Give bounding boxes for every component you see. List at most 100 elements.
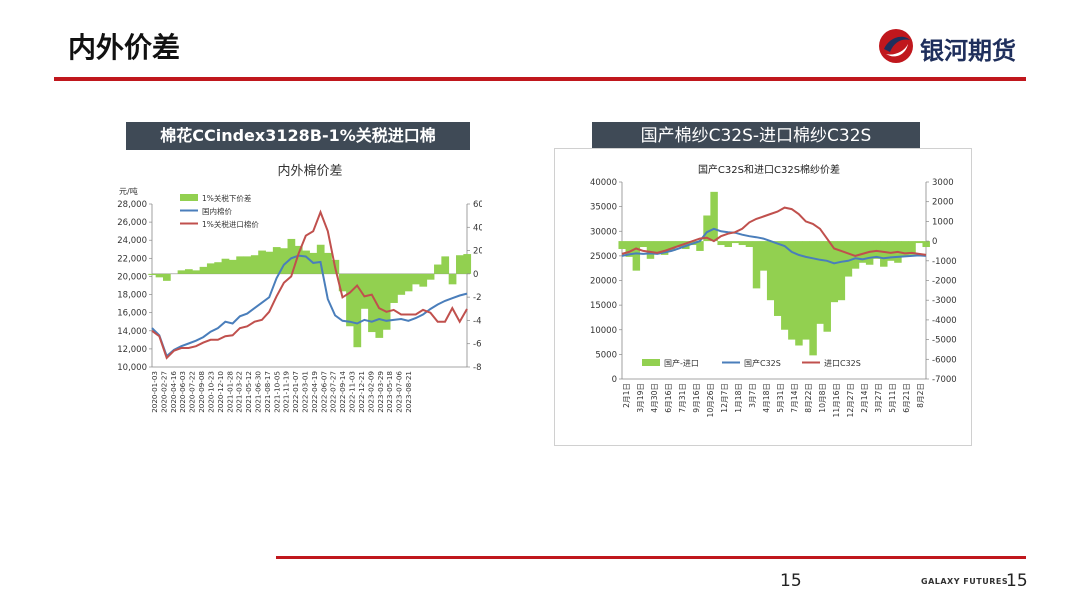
x-tick-label: 2022-07-27	[329, 371, 338, 413]
spread-bar	[830, 241, 839, 303]
x-tick-label: 2023-02-09	[366, 371, 375, 413]
legend-label: 1%关税下价差	[202, 193, 252, 203]
x-tick-label: 2022-01-07	[291, 371, 300, 413]
x-tick-label: 2022-12-21	[357, 371, 366, 413]
legend-swatch	[180, 194, 198, 201]
spread-bar	[236, 256, 244, 274]
y-tick-label: 18,000	[117, 291, 147, 301]
x-tick-label: 2023-03-29	[376, 371, 385, 413]
y-tick-label: 22,000	[117, 254, 147, 264]
chart-legend: 国产-进口 国产C32S 进口C32S	[642, 358, 861, 368]
x-tick-label: 2022-06-07	[319, 371, 328, 413]
spread-bar	[184, 269, 193, 274]
spread-bar	[675, 241, 683, 248]
x-tick-label: 6月21日	[902, 383, 911, 413]
spread-bar	[837, 241, 846, 301]
y2-tick-label: -8000	[473, 363, 482, 373]
legend-label: 进口C32S	[824, 359, 861, 368]
right-chart-header: 国产棉纱C32S-进口棉纱C32S	[592, 122, 920, 150]
spread-bar	[463, 254, 472, 274]
x-tick-label: 12月27日	[846, 383, 855, 418]
y2-tick-label: -6000	[473, 340, 482, 350]
x-tick-label: 2023-08-21	[404, 371, 413, 413]
spread-bar	[287, 238, 296, 274]
y-axis-label: 元/吨	[119, 186, 138, 196]
spread-bar	[192, 270, 201, 274]
series-lines	[621, 206, 927, 265]
y-tick-label: 16,000	[117, 309, 147, 319]
spread-bar	[338, 273, 347, 292]
spread-bar	[390, 273, 398, 303]
spread-bar	[639, 241, 648, 248]
y2-tick-label: 2000	[473, 247, 482, 257]
spread-bar	[802, 241, 810, 340]
spread-bar	[823, 241, 831, 332]
x-tick-label: 3月27日	[874, 383, 883, 413]
x-tick-label: 2020-06-03	[178, 371, 187, 413]
x-tick-label: 2022-04-19	[310, 371, 319, 413]
y-tick-labels: 28,000 26,000 24,000 22,000 20,000 18,000 16,0…	[117, 200, 152, 373]
x-tick-label: 2020-09-08	[197, 371, 206, 413]
x-tick-labels: 2020-01-03 2020-02-27 2020-04-16 2020-06-03…	[150, 371, 413, 413]
y-tick-label: 26,000	[117, 218, 147, 228]
y2-tick-label: -1000	[932, 257, 957, 267]
spread-bar	[915, 241, 923, 244]
y-tick-label: 40000	[590, 178, 617, 188]
x-tick-label: 12月7日	[720, 383, 729, 413]
x-tick-label: 1月18日	[734, 383, 743, 413]
y-tick-label: 15000	[590, 301, 617, 311]
y2-tick-labels: 6000 4000 2000 0 -2000 -4000 -6000 -8000	[467, 200, 482, 373]
y-tick-label: 10,000	[117, 363, 147, 373]
spread-bar	[426, 273, 435, 280]
footer-page-number: 15	[1006, 571, 1028, 591]
spread-bar	[199, 266, 208, 274]
spread-bar	[456, 255, 464, 274]
top-divider	[54, 77, 1026, 81]
x-tick-label: 2021-11-19	[282, 371, 291, 413]
chart-title: 内外棉价差	[277, 163, 342, 179]
spread-bar	[294, 245, 303, 274]
y-tick-label: 20,000	[117, 272, 147, 282]
x-tick-label: 2023-07-06	[395, 371, 404, 413]
x-tick-label: 2021-10-05	[272, 371, 281, 413]
spread-bar	[434, 264, 442, 274]
import-price-line	[621, 206, 927, 257]
spread-bar	[148, 273, 157, 276]
y2-tick-label: -5000	[932, 336, 957, 346]
spread-bar	[162, 273, 171, 281]
legend-label: 国产-进口	[664, 358, 699, 368]
x-tick-label: 2020-04-16	[169, 371, 178, 413]
spread-bar	[710, 191, 718, 242]
spread-bar	[397, 273, 406, 295]
x-tick-label: 10月26日	[706, 383, 715, 418]
x-tick-label: 11月16日	[832, 383, 841, 418]
spread-bar	[272, 247, 281, 274]
company-logo: 银河期货	[876, 26, 1036, 66]
x-tick-label: 7月31日	[678, 383, 687, 413]
chart-frame	[554, 148, 972, 446]
left-chart-header: 棉花CCindex3128B-1%关税进口棉	[126, 122, 470, 150]
legend-label: 国产C32S	[744, 358, 781, 368]
spread-bar	[738, 241, 747, 246]
spread-bar	[265, 251, 274, 274]
spread-bar	[816, 241, 824, 324]
spread-bar	[774, 241, 782, 316]
series-lines	[151, 209, 468, 360]
spread-bar	[625, 241, 634, 257]
spread-bar	[177, 270, 186, 274]
x-tick-label: 2021-01-28	[225, 371, 234, 413]
spread-bar	[759, 241, 768, 271]
y2-tick-label: -4000	[932, 316, 957, 326]
spread-bar	[795, 241, 803, 346]
y-tick-label: 25000	[590, 252, 617, 262]
series-area-spread	[618, 191, 930, 356]
x-tick-label: 2月14日	[860, 383, 869, 413]
spread-bar	[368, 273, 376, 333]
spread-bar	[880, 241, 888, 267]
logo-text: 银河期货	[920, 37, 1016, 65]
x-tick-label: 2022-09-14	[338, 371, 347, 413]
x-tick-label: 2020-01-03	[150, 371, 159, 413]
right-chart: 国产C32S和进口C32S棉纱价差 4000035000300002500020…	[554, 148, 972, 446]
domestic-price-line	[621, 227, 927, 265]
x-tick-label: 2月1日	[622, 383, 631, 408]
